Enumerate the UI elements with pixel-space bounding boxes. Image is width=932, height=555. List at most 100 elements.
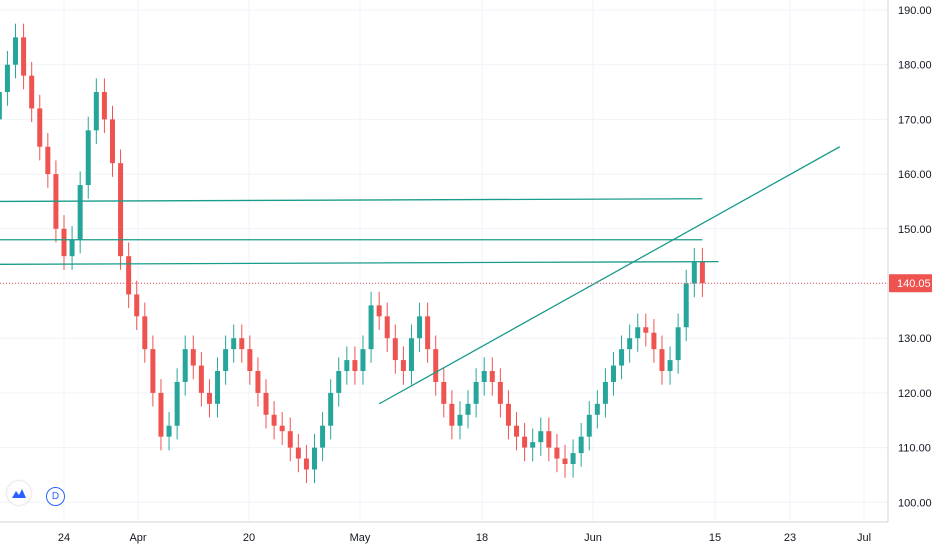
candle-body bbox=[457, 414, 463, 426]
candle-body bbox=[271, 414, 277, 426]
candle-body bbox=[29, 75, 35, 109]
candle-body bbox=[570, 453, 576, 465]
candle-body bbox=[344, 360, 350, 372]
y-tick-label: 190.00 bbox=[898, 5, 932, 17]
candle-body bbox=[69, 239, 75, 257]
candle-body bbox=[312, 447, 318, 470]
candle-body bbox=[142, 316, 148, 350]
candle-body bbox=[13, 37, 19, 65]
candle-body bbox=[223, 349, 229, 372]
candle-body bbox=[328, 392, 334, 426]
y-tick-label: 120.00 bbox=[898, 388, 932, 400]
candle-body bbox=[182, 349, 188, 382]
candle-body bbox=[198, 365, 204, 393]
x-tick-label: 18 bbox=[476, 532, 488, 544]
horizontal-line[interactable] bbox=[0, 198, 703, 203]
candle-body bbox=[530, 442, 536, 448]
x-tick-label: 23 bbox=[784, 532, 796, 544]
candle-body bbox=[538, 431, 544, 443]
candle-body bbox=[158, 392, 164, 437]
x-tick-label: 15 bbox=[709, 532, 721, 544]
candle-body bbox=[109, 119, 115, 164]
candle-body bbox=[4, 64, 10, 93]
candles bbox=[0, 23, 705, 484]
tradingview-logo-icon[interactable] bbox=[7, 481, 31, 505]
candle-body bbox=[231, 338, 237, 350]
candle-body bbox=[514, 425, 520, 437]
candle-body bbox=[481, 371, 487, 382]
candle-body bbox=[643, 327, 649, 333]
candle-body bbox=[247, 349, 253, 372]
x-tick-label: Apr bbox=[129, 532, 146, 544]
candle-body bbox=[21, 37, 27, 76]
y-tick-label: 150.00 bbox=[898, 224, 932, 236]
candle-body bbox=[118, 163, 124, 257]
candle-body bbox=[505, 403, 511, 426]
candle-body bbox=[37, 108, 43, 147]
candle-body bbox=[489, 371, 495, 382]
candle-body bbox=[61, 228, 67, 257]
time-axis[interactable] bbox=[0, 522, 932, 550]
trend-line[interactable] bbox=[378, 146, 841, 405]
horizontal-line[interactable] bbox=[0, 260, 719, 265]
candle-body bbox=[425, 316, 431, 350]
candle-body bbox=[554, 447, 560, 459]
x-tick-label: 20 bbox=[243, 532, 255, 544]
x-tick-label: Jul bbox=[857, 532, 871, 544]
candle-body bbox=[368, 305, 374, 350]
candle-body bbox=[336, 371, 342, 393]
candle-body bbox=[586, 414, 592, 437]
candle-body bbox=[206, 392, 212, 404]
candle-body bbox=[0, 92, 2, 120]
candle-body bbox=[546, 431, 552, 448]
candle-body bbox=[417, 316, 423, 339]
candle-body bbox=[659, 349, 665, 372]
candle-body bbox=[45, 146, 51, 175]
candle-body bbox=[627, 338, 633, 350]
candle-body bbox=[93, 92, 99, 131]
candle-body bbox=[352, 360, 358, 372]
candle-body bbox=[699, 261, 705, 284]
x-tick-label: May bbox=[350, 532, 371, 544]
candle-body bbox=[190, 349, 196, 366]
candle-body bbox=[303, 458, 309, 470]
interval-badge-d[interactable]: D bbox=[46, 487, 65, 506]
y-tick-label: 170.00 bbox=[898, 114, 932, 126]
candle-body bbox=[441, 381, 447, 404]
candle-body bbox=[562, 458, 568, 465]
y-tick-label: 180.00 bbox=[898, 60, 932, 72]
x-tick-label: 24 bbox=[58, 532, 70, 544]
grid bbox=[0, 0, 888, 522]
candle-body bbox=[101, 92, 107, 120]
candle-body bbox=[465, 403, 471, 415]
candle-body bbox=[667, 360, 673, 372]
candle-body bbox=[77, 185, 83, 240]
candle-body bbox=[320, 425, 326, 448]
candle-body bbox=[279, 425, 285, 432]
candle-body bbox=[295, 447, 301, 459]
candle-body bbox=[287, 431, 293, 448]
candle-body bbox=[134, 294, 140, 317]
y-tick-label: 130.00 bbox=[898, 333, 932, 345]
candle-body bbox=[239, 338, 245, 350]
candle-body bbox=[683, 283, 689, 328]
candle-body bbox=[263, 392, 269, 415]
x-tick-label: Jun bbox=[584, 532, 602, 544]
candle-body bbox=[473, 381, 479, 404]
candle-body bbox=[675, 327, 681, 361]
last-price-badge bbox=[889, 274, 932, 293]
candle-body bbox=[619, 349, 625, 366]
drawings[interactable] bbox=[0, 146, 841, 405]
candle-body bbox=[433, 349, 439, 382]
candle-body bbox=[594, 403, 600, 415]
candle-body bbox=[255, 371, 261, 393]
candle-body bbox=[497, 381, 503, 404]
y-tick-label: 160.00 bbox=[898, 169, 932, 181]
candle-body bbox=[602, 381, 608, 404]
candle-body bbox=[360, 349, 366, 372]
y-tick-label: 110.00 bbox=[898, 443, 931, 455]
candle-body bbox=[610, 365, 616, 382]
candle-body bbox=[400, 360, 406, 372]
